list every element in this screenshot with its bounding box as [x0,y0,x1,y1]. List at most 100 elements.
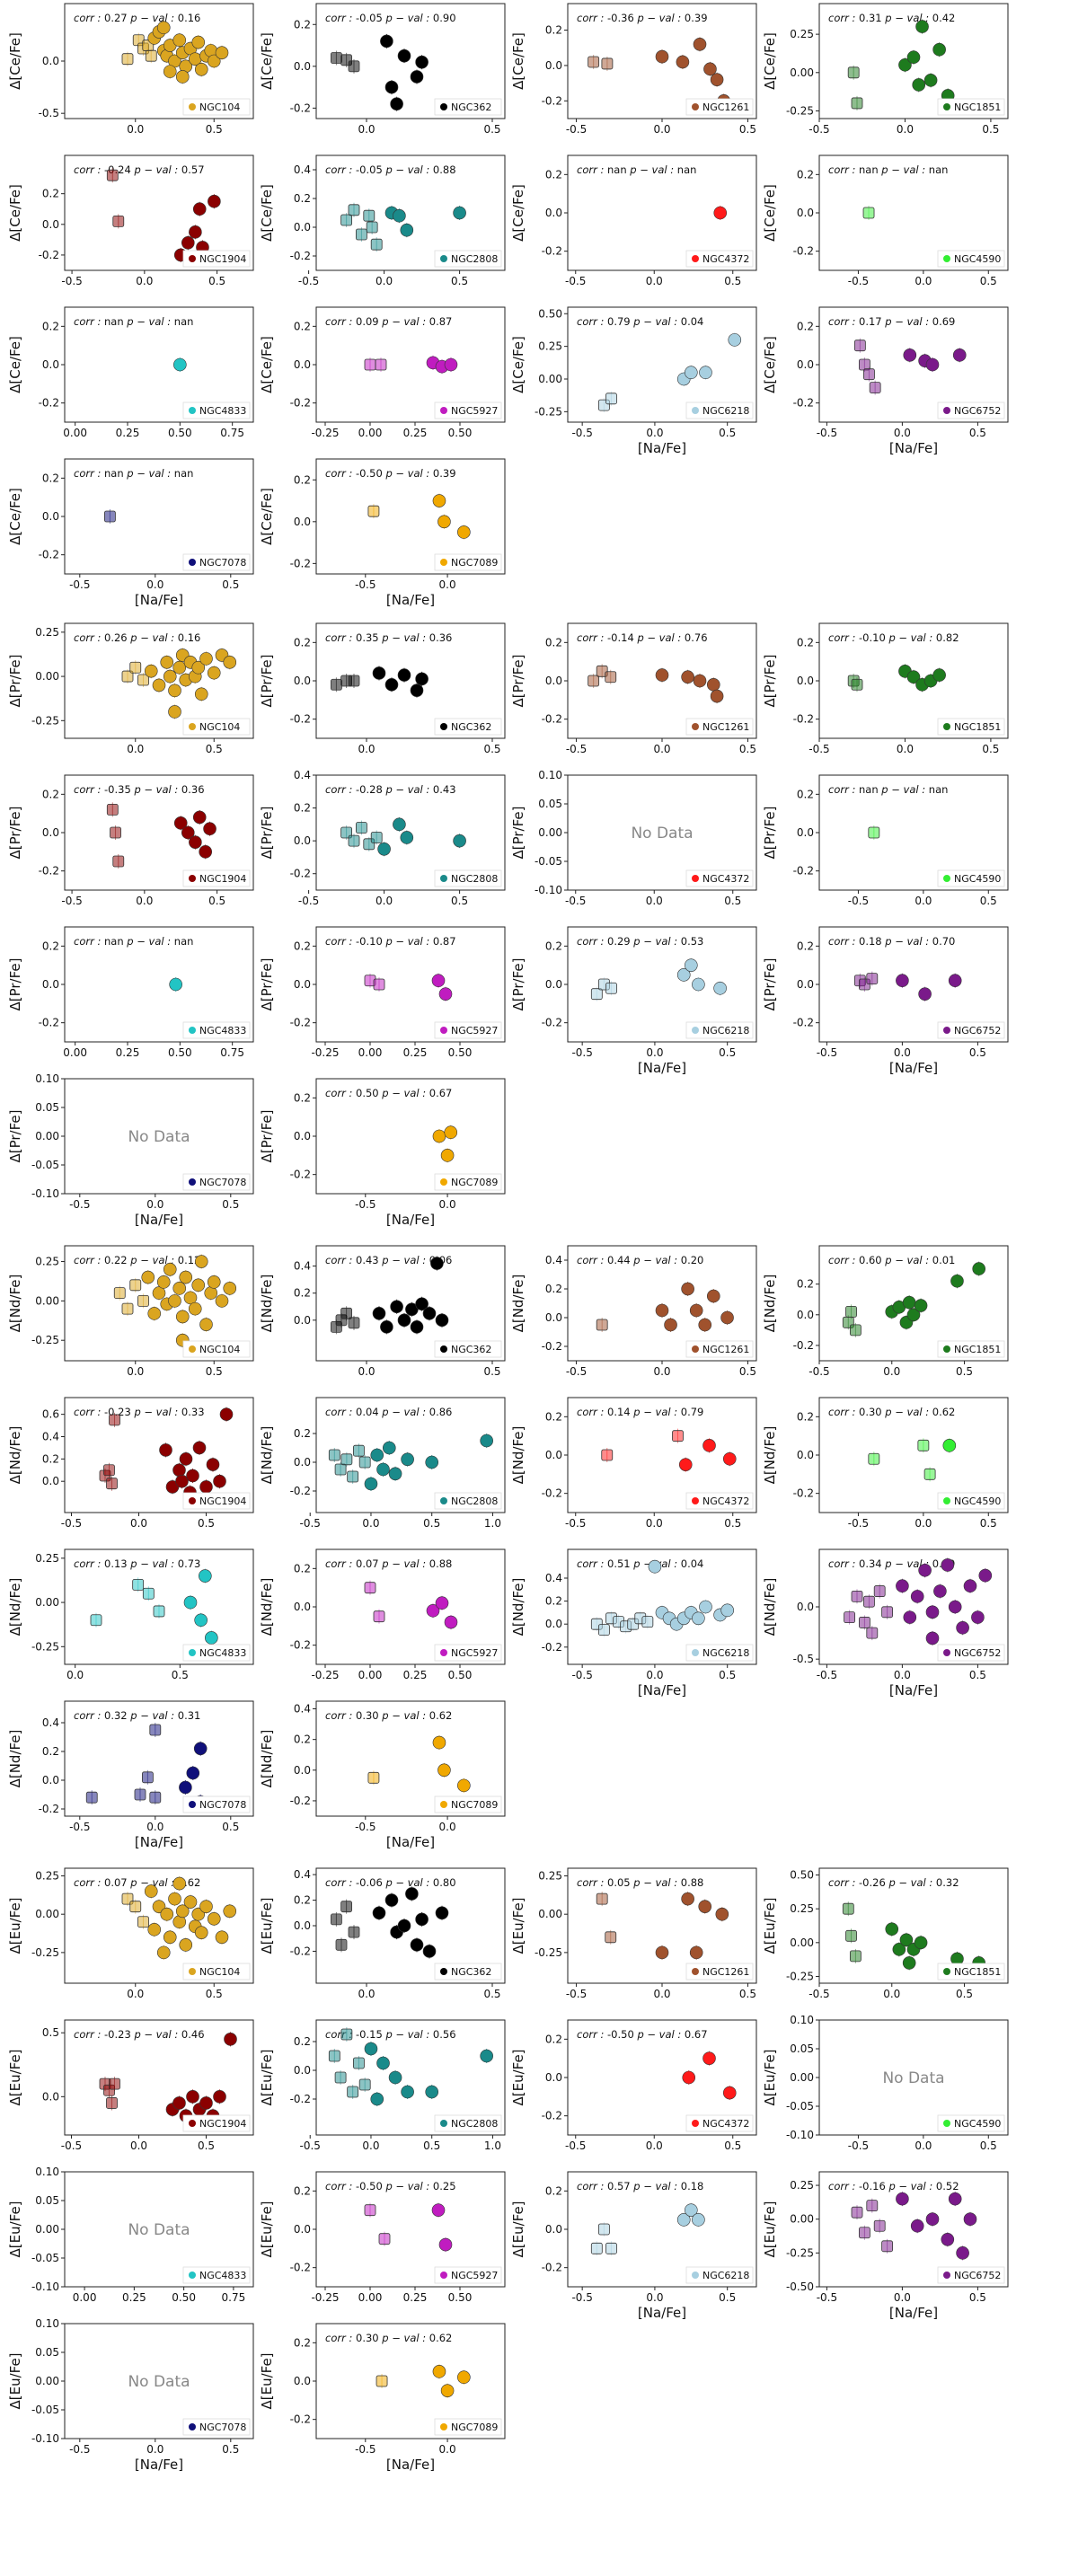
data-point [682,2070,696,2085]
data-point [400,831,414,844]
corr-label: corr : [577,315,607,328]
data-point-square [348,834,360,847]
corr-value: nan [104,935,127,948]
y-tick-label: -0.25 [31,1334,59,1346]
y-tick-label: 0.0 [294,2064,311,2077]
data-point [713,981,727,995]
x-tick-label: 0.50 [172,2291,196,2304]
legend-label: NGC5927 [451,1025,498,1037]
data-point [432,1735,446,1750]
y-axis-label: Δ[Nd/Fe] [510,1275,526,1333]
data-point [390,1300,403,1314]
legend-label: NGC1261 [702,101,749,113]
data-point [213,1474,226,1488]
data-point [144,1884,158,1898]
x-tick-label: -0.5 [817,1669,837,1681]
legend: NGC4590 [937,869,1005,887]
corr-label: corr : [577,2028,607,2041]
data-point-square [106,804,119,816]
legend-box [685,401,754,419]
data-point-square [601,57,614,70]
x-tick-label: -0.5 [355,1821,376,1833]
data-point-square [112,855,125,868]
legend-marker [440,407,447,414]
pval-value: 0.79 [681,1406,704,1418]
legend-label: NGC362 [451,101,491,113]
x-tick-label: 0.0 [358,743,375,755]
pval-value: nan [174,467,194,480]
y-tick-label: 0.10 [35,2317,59,2330]
x-tick-label: 0.0 [883,1365,900,1378]
legend-marker [189,1497,196,1504]
legend-marker [692,875,699,882]
corr-label: corr : [828,1557,859,1570]
legend-marker [692,1027,699,1034]
y-axis-label: Δ[Pr/Fe] [762,806,778,859]
y-axis-label: Δ[Nd/Fe] [762,1426,778,1485]
y-tick-label: 0.2 [797,1278,814,1291]
y-tick-label: 0.2 [797,320,814,332]
data-point [191,660,206,675]
y-tick-label: -0.25 [786,104,814,117]
x-tick-label: 0.0 [894,2291,911,2304]
x-tick-label: 0.0 [894,1046,911,1059]
legend-label: NGC6218 [702,2270,749,2281]
corr-value: 0.79 [607,315,633,328]
data-point-square [328,2050,340,2062]
legend-label: NGC7078 [199,1799,246,1811]
data-point [376,2056,390,2070]
corr-value: 0.05 [607,1876,633,1889]
y-tick-label: 0.0 [294,358,311,371]
x-tick-label: -0.5 [565,275,586,287]
x-tick-label: -0.5 [69,578,90,591]
y-axis-label: Δ[Nd/Fe] [259,1275,275,1333]
data-point [655,1945,669,1960]
data-point [440,1149,455,1162]
x-tick-label: -0.25 [311,427,339,439]
legend-box [685,869,754,887]
legend-marker [692,255,699,262]
corr-value: nan [104,467,127,480]
x-tick-label: 0.5 [206,743,223,755]
legend-label: NGC4590 [954,253,1001,265]
y-axis-label: Δ[Eu/Fe] [259,2352,275,2409]
y-tick-label: -0.05 [31,1159,59,1171]
legend-marker [692,407,699,414]
data-point [156,1275,171,1289]
legend: NGC1851 [937,1963,1005,1981]
corr-value: -0.14 [607,631,637,644]
legend-label: NGC6218 [702,1647,749,1659]
data-point [172,1876,187,1891]
pval-label: p − val : [632,935,680,948]
legend-label: NGC1851 [954,721,1001,733]
corr-label: corr : [74,467,104,480]
y-axis-label: Δ[Pr/Fe] [7,654,23,707]
data-point [175,1474,189,1488]
legend-label: NGC1261 [702,1966,749,1978]
legend: NGC6752 [937,1644,1005,1662]
y-axis-label: Δ[Ce/Fe] [762,336,778,393]
pval-label: p − val : [133,1406,181,1418]
legend: NGC2808 [434,869,502,887]
y-axis-label: Δ[Ce/Fe] [7,336,23,393]
x-axis-label: [Na/Fe] [135,1834,183,1850]
pval-label: p − val : [632,1406,680,1418]
data-point [168,1892,181,1906]
legend-box [685,2114,754,2132]
no-data-label: No Data [631,825,693,842]
y-tick-label: 0.0 [545,207,562,219]
data-point [147,1922,162,1936]
panel-eu-ngc104: 0.0 0.5 -0.25 0.00 0.25 Δ[Eu/Fe] corr : 0.07 p… [7,1867,254,2000]
legend-marker [943,2272,950,2279]
y-tick-label: 0.25 [790,2179,814,2192]
pval-value: 0.32 [936,1876,959,1889]
data-point-square [104,510,116,523]
x-axis-label: [Na/Fe] [889,2305,938,2321]
pval-label: p − val : [888,2180,935,2192]
pval-value: 0.87 [433,935,456,948]
legend: NGC362 [434,718,502,736]
data-point-square [366,221,378,234]
y-tick-label: 0.0 [42,978,59,991]
panel-nd-ngc362: 0.0 0.5 0.0 0.2 0.4 Δ[Nd/Fe] corr : 0.43 p − v… [259,1245,506,1378]
pval-value: 0.57 [181,163,205,176]
